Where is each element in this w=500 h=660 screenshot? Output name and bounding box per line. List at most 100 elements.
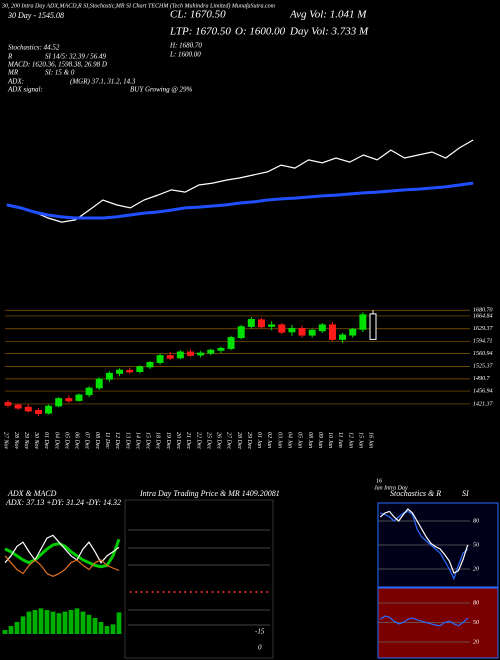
bar bbox=[92, 618, 98, 634]
y-tick-label: 80 bbox=[473, 518, 479, 524]
last-day: 16 bbox=[376, 478, 382, 484]
bar bbox=[56, 613, 62, 634]
y-tick-label: 1421.37 bbox=[473, 400, 494, 407]
x-tick-label: 29 Nov bbox=[23, 432, 29, 450]
candle-body bbox=[14, 404, 22, 409]
dot bbox=[135, 591, 138, 593]
x-tick-label: 15 Jan bbox=[357, 432, 363, 448]
ltp: LTP: 1670.50 bbox=[169, 26, 231, 38]
x-tick-label: 09 Jan bbox=[317, 432, 323, 448]
adx-signal: ADX signal: bbox=[7, 86, 43, 94]
dot bbox=[184, 591, 187, 593]
series-line bbox=[379, 615, 469, 627]
avg-vol: Avg Vol: 1.041 M bbox=[289, 9, 367, 21]
candle-body bbox=[116, 369, 124, 374]
x-tick-label: 01 Jan bbox=[256, 432, 262, 448]
y-tick-label: 1680.70 bbox=[473, 308, 493, 314]
series-line bbox=[6, 139, 474, 223]
candle-body bbox=[95, 378, 103, 389]
x-tick-label: 03 Jan bbox=[276, 432, 282, 448]
candle-body bbox=[318, 324, 326, 332]
x-tick-label: 16 Jan bbox=[368, 432, 374, 448]
y-tick-label: 50 bbox=[473, 542, 479, 548]
annotation: -15 bbox=[255, 628, 265, 636]
candle-body bbox=[278, 324, 286, 333]
y-tick-label: 1629.37 bbox=[473, 326, 494, 332]
dot bbox=[211, 591, 214, 593]
bar bbox=[98, 622, 104, 634]
panel-title: ADX & MACD bbox=[7, 489, 57, 498]
candle-body bbox=[298, 328, 306, 336]
dot bbox=[238, 591, 241, 593]
x-tick-label: 20 Dec bbox=[175, 432, 181, 449]
y-tick-label: 20 bbox=[473, 566, 479, 572]
candle-body bbox=[288, 328, 296, 333]
candle-body bbox=[227, 337, 235, 349]
dot bbox=[206, 591, 209, 593]
dot bbox=[140, 591, 143, 593]
x-tick-label: 08 Jan bbox=[307, 432, 313, 448]
dot bbox=[195, 591, 198, 593]
candle-body bbox=[136, 366, 144, 373]
bar bbox=[68, 610, 74, 634]
x-tick-label: 10 Jan bbox=[327, 432, 333, 448]
candle-body bbox=[24, 406, 32, 412]
x-tick-label: 11 Dec bbox=[104, 432, 110, 449]
intraday-frame bbox=[124, 499, 274, 659]
x-tick-label: 15 Dec bbox=[145, 432, 151, 449]
y-tick-label: 1664.84 bbox=[473, 312, 493, 319]
dot bbox=[146, 591, 149, 593]
y-tick-label: 1525.37 bbox=[473, 364, 494, 370]
candle-body bbox=[308, 329, 316, 336]
x-tick-label: 22 Dec bbox=[195, 432, 201, 449]
series-line bbox=[6, 181, 474, 220]
y-tick-label: 20 bbox=[473, 639, 479, 645]
candle-body bbox=[34, 410, 42, 414]
y-tick-label: 1594.71 bbox=[473, 338, 493, 345]
day-vol: Day Vol: 3.733 M bbox=[289, 26, 369, 38]
bar bbox=[104, 626, 110, 634]
dot bbox=[217, 591, 220, 593]
candle-body bbox=[217, 347, 225, 351]
x-tick-label: 11 Jan bbox=[337, 432, 343, 448]
dot bbox=[200, 591, 203, 593]
r: R bbox=[7, 53, 13, 61]
x-tick-label: 18 Dec bbox=[155, 432, 161, 449]
stoch: Stochastics: 44.52 bbox=[8, 44, 60, 52]
bar bbox=[8, 626, 14, 634]
signal: BUY Growing @ 29% bbox=[130, 86, 193, 94]
x-tick-label: 27 Dec bbox=[226, 432, 232, 449]
dot bbox=[151, 591, 154, 593]
candle-body bbox=[55, 398, 63, 407]
dot bbox=[244, 591, 247, 593]
dot bbox=[228, 591, 231, 593]
dot bbox=[157, 591, 160, 593]
candle-body bbox=[207, 349, 215, 354]
x-tick-label: 19 Dec bbox=[165, 432, 171, 449]
bar bbox=[80, 611, 86, 634]
x-tick-label: 25 Dec bbox=[205, 432, 211, 449]
panel-subtitle: SI bbox=[462, 489, 469, 498]
adx: ADX: bbox=[7, 78, 24, 86]
candle-body bbox=[247, 319, 255, 327]
dot bbox=[233, 591, 236, 593]
dot bbox=[162, 591, 165, 593]
open: O: 1600.00 bbox=[235, 26, 286, 38]
x-tick-label: 28 Nov bbox=[13, 432, 19, 450]
candle-body bbox=[126, 369, 134, 373]
dot bbox=[266, 591, 269, 593]
mrsi: SI: 15 & 0 bbox=[45, 69, 75, 77]
dot bbox=[189, 591, 192, 593]
dot bbox=[255, 591, 258, 593]
rsi: SI 14/5: 32.39 / 56.49 bbox=[45, 53, 107, 61]
dot bbox=[129, 591, 132, 593]
x-tick-label: 13 Dec bbox=[124, 432, 130, 449]
bar bbox=[14, 622, 20, 634]
candle-body bbox=[105, 372, 113, 380]
dot bbox=[178, 591, 181, 593]
candle-body bbox=[176, 351, 184, 359]
series-line bbox=[4, 555, 120, 577]
x-tick-label: 04 Jan bbox=[287, 432, 294, 448]
candle-body bbox=[328, 324, 336, 340]
